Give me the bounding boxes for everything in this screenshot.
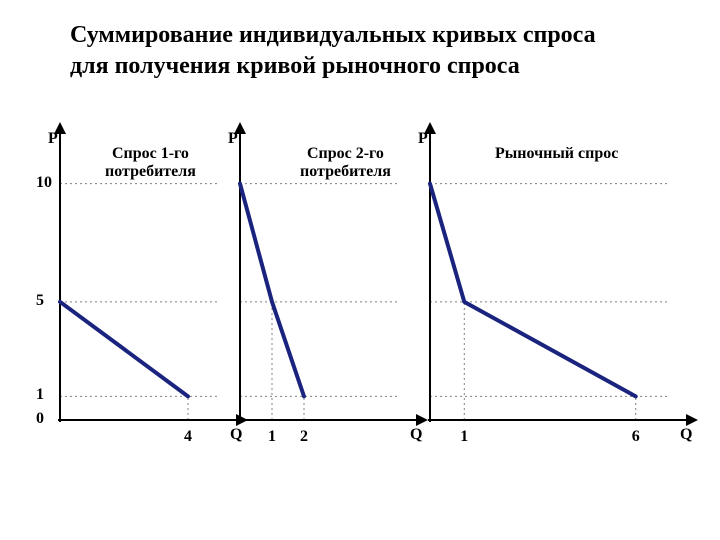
p-tick-10: 10 xyxy=(36,174,52,192)
p-axis-label-0: P xyxy=(48,130,58,148)
p-tick-5: 5 xyxy=(36,292,44,310)
q-axis-label-2: Q xyxy=(680,426,692,444)
p-tick-0: 0 xyxy=(36,410,44,428)
p-tick-1: 1 xyxy=(36,386,44,404)
q-tick-consumer1-4: 4 xyxy=(184,428,192,446)
charts-svg xyxy=(0,0,720,540)
q-tick-consumer2-1: 1 xyxy=(268,428,276,446)
q-tick-market-6: 6 xyxy=(632,428,640,446)
p-axis-label-2: P xyxy=(418,130,428,148)
q-axis-label-0: Q xyxy=(230,426,242,444)
chart-title-consumer1: Спрос 1-го потребителя xyxy=(105,145,196,181)
chart-title-market: Рыночный спрос xyxy=(495,145,618,163)
q-axis-label-1: Q xyxy=(410,426,422,444)
q-tick-market-1: 1 xyxy=(460,428,468,446)
p-axis-label-1: P xyxy=(228,130,238,148)
chart-title-consumer2: Спрос 2-го потребителя xyxy=(300,145,391,181)
q-tick-consumer2-2: 2 xyxy=(300,428,308,446)
